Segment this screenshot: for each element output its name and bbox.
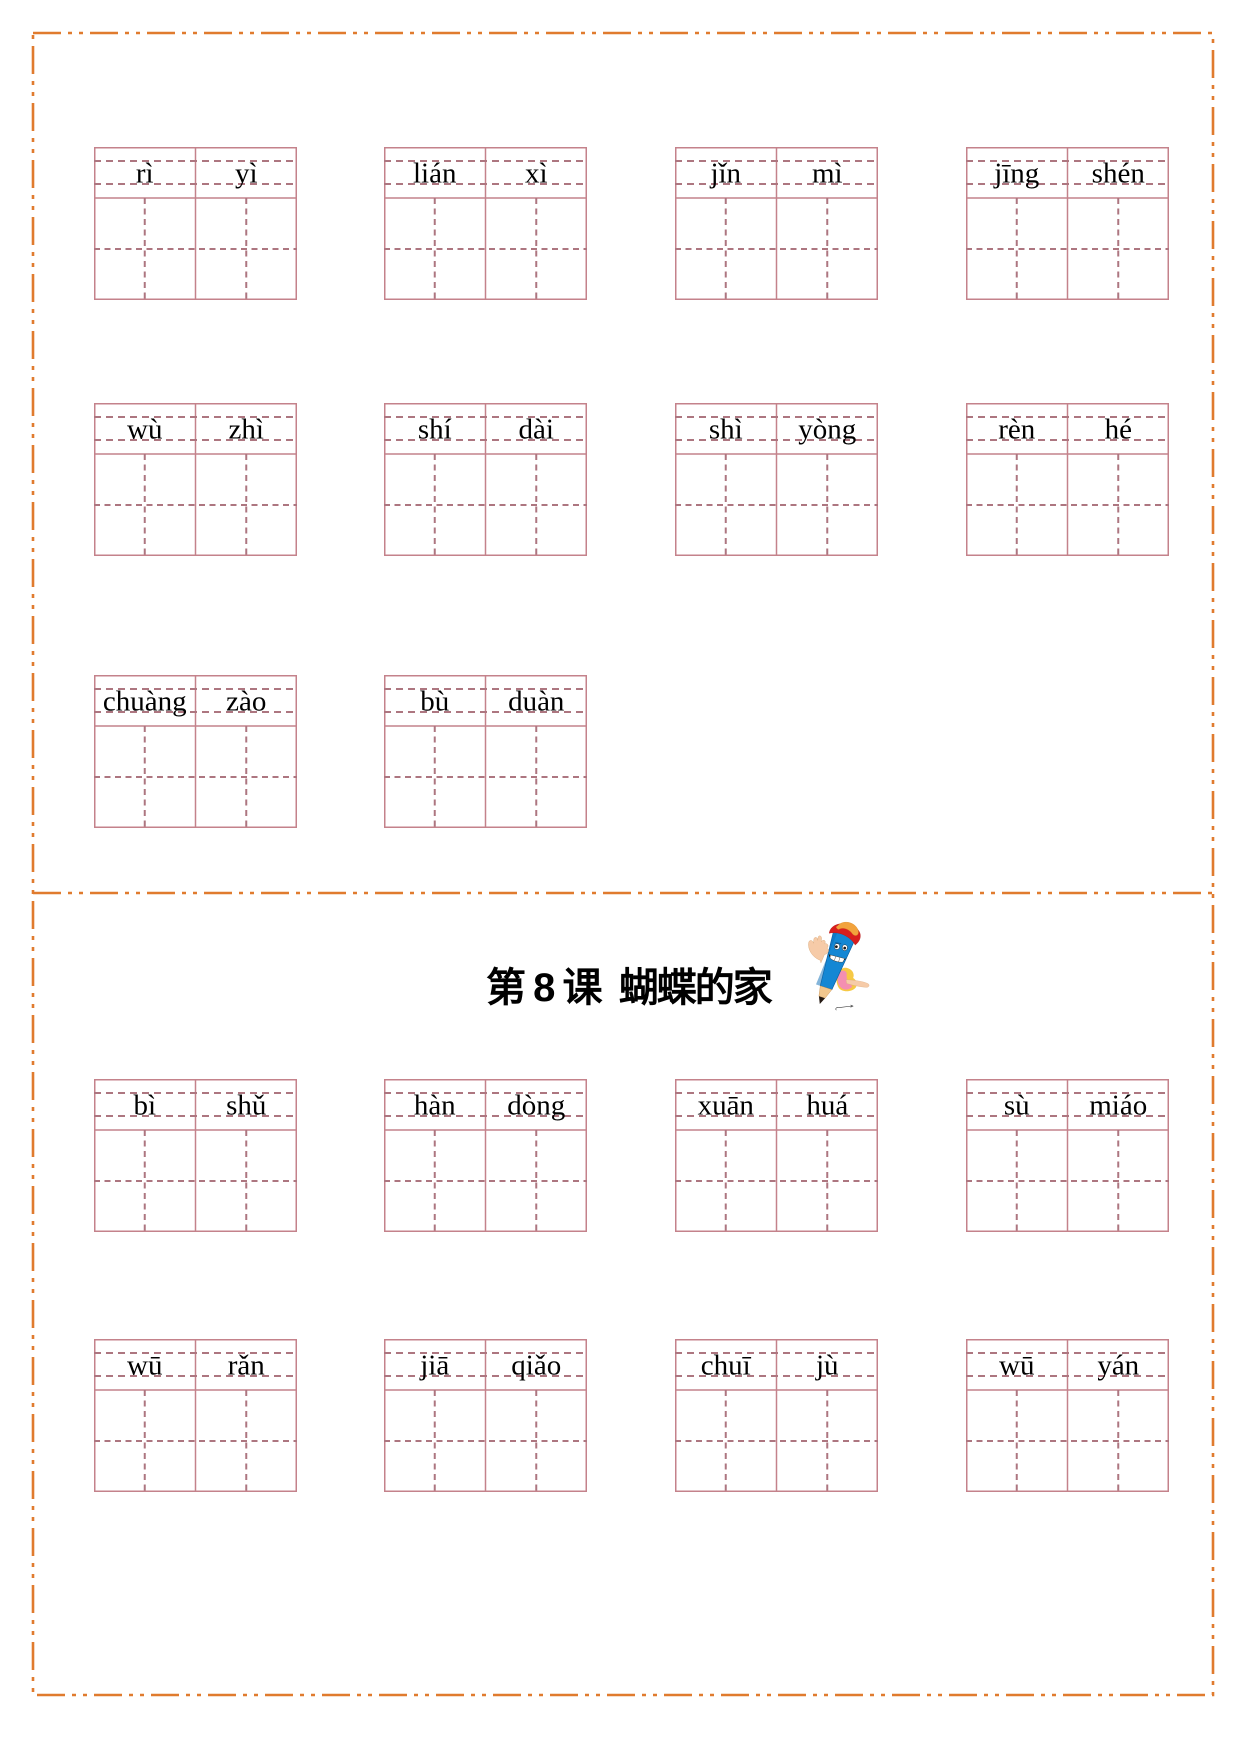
svg-text:wū: wū [999,1350,1034,1382]
svg-text:shí: shí [418,414,452,446]
svg-text:lián: lián [413,158,457,190]
svg-text:chuī: chuī [701,1350,752,1382]
svg-text:xuān: xuān [698,1090,755,1122]
svg-text:shì: shì [709,414,743,446]
svg-text:mì: mì [812,158,843,190]
svg-text:dòng: dòng [507,1090,565,1122]
svg-text:zhì: zhì [229,414,264,446]
svg-text:bù: bù [420,686,449,718]
svg-text:qiǎo: qiǎo [511,1350,561,1382]
svg-text:chuàng: chuàng [103,686,187,718]
svg-text:jiā: jiā [419,1350,449,1382]
svg-text:sù: sù [1004,1090,1030,1122]
svg-text:rǎn: rǎn [228,1350,266,1382]
svg-text:shǔ: shǔ [226,1090,266,1122]
svg-text:xì: xì [525,158,548,190]
svg-text:rì: rì [136,158,154,190]
svg-text:wū: wū [127,1350,162,1382]
svg-text:zào: zào [226,686,266,718]
svg-text:yòng: yòng [798,414,856,446]
svg-text:yì: yì [235,158,258,190]
svg-text:hé: hé [1105,414,1132,446]
svg-text:shén: shén [1092,158,1146,190]
svg-text:duàn: duàn [508,686,565,718]
svg-text:yán: yán [1097,1350,1139,1382]
svg-text:huá: huá [806,1090,848,1122]
svg-text:jù: jù [815,1350,839,1382]
svg-text:jīng: jīng [993,158,1039,190]
svg-text:jǐn: jǐn [709,158,741,190]
svg-text:dài: dài [519,414,554,446]
svg-text:miáo: miáo [1089,1090,1147,1122]
svg-text:rèn: rèn [998,414,1036,446]
svg-text:wù: wù [127,414,162,446]
svg-text:bì: bì [133,1090,156,1122]
svg-text:hàn: hàn [414,1090,456,1122]
